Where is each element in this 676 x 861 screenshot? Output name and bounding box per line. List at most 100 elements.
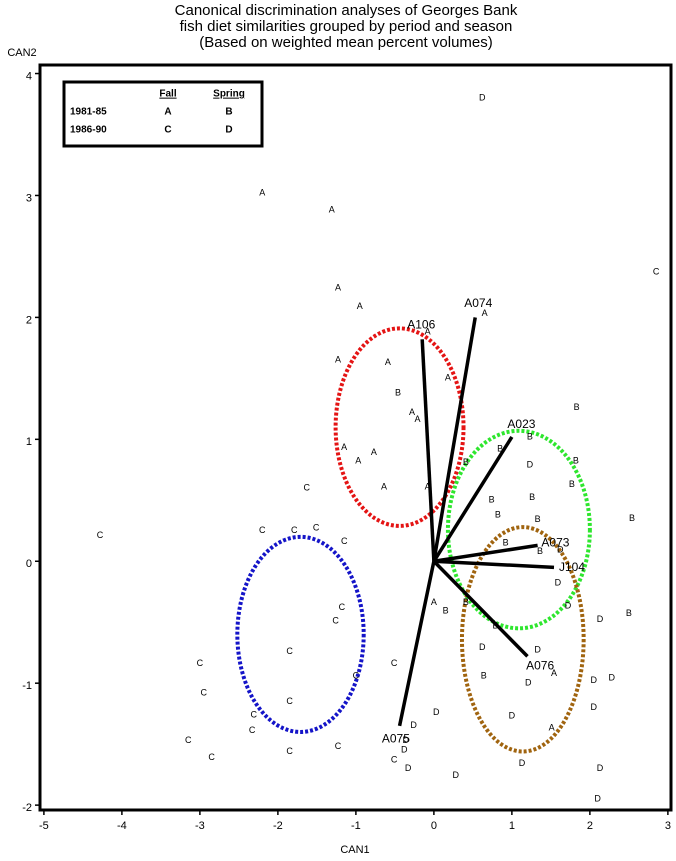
x-tick-label: -5 bbox=[39, 820, 49, 832]
point-marker: C bbox=[208, 752, 215, 762]
point-marker: C bbox=[286, 746, 293, 756]
point-marker: B bbox=[463, 597, 469, 607]
legend-header: Fall bbox=[159, 89, 176, 100]
point-marker: C bbox=[353, 670, 360, 680]
vector-label: A073 bbox=[541, 535, 569, 549]
point-marker: C bbox=[259, 525, 266, 535]
vector-label: J104 bbox=[559, 560, 585, 574]
point-marker: B bbox=[527, 431, 533, 441]
point-marker: A bbox=[335, 354, 341, 364]
point-marker: D bbox=[527, 459, 534, 469]
point-marker: A bbox=[409, 407, 415, 417]
point-marker: C bbox=[286, 646, 293, 656]
point-marker: C bbox=[335, 741, 342, 751]
point-marker: B bbox=[443, 606, 449, 616]
point-marker: C bbox=[391, 658, 398, 668]
y-axis-label: CAN2 bbox=[7, 47, 36, 59]
point-marker: B bbox=[529, 492, 535, 502]
point-marker: A bbox=[445, 373, 451, 383]
y-tick-label: -1 bbox=[22, 680, 32, 692]
point-marker: D bbox=[509, 710, 516, 720]
point-marker: D bbox=[452, 770, 459, 780]
point-marker: A bbox=[381, 481, 387, 491]
point-marker: D bbox=[534, 645, 541, 655]
point-marker: A bbox=[355, 456, 361, 466]
point-marker: D bbox=[557, 545, 564, 555]
point-marker: D bbox=[479, 642, 486, 652]
point-marker: C bbox=[339, 602, 346, 612]
point-marker: D bbox=[608, 673, 615, 683]
x-tick-label: -3 bbox=[195, 820, 205, 832]
point-marker: D bbox=[591, 702, 598, 712]
point-marker: B bbox=[492, 620, 498, 630]
loading-vector bbox=[432, 560, 529, 658]
loading-vector bbox=[433, 559, 555, 570]
group-ellipse bbox=[459, 525, 586, 754]
point-marker: A bbox=[329, 204, 335, 214]
point-marker: D bbox=[519, 758, 526, 768]
y-tick-label: 3 bbox=[26, 192, 32, 204]
group-ellipse bbox=[333, 326, 466, 528]
point-marker: A bbox=[335, 283, 341, 293]
legend-entry: A bbox=[164, 107, 171, 118]
point-marker: C bbox=[391, 754, 398, 764]
legend-entry: C bbox=[164, 125, 171, 136]
chart-title: fish diet similarities grouped by period… bbox=[180, 18, 513, 35]
point-marker: B bbox=[497, 443, 503, 453]
y-tick-label: 1 bbox=[26, 436, 32, 448]
y-tick-label: -2 bbox=[22, 802, 32, 814]
point-marker: D bbox=[410, 720, 417, 730]
legend-entry: D bbox=[225, 125, 232, 136]
point-marker: B bbox=[481, 670, 487, 680]
point-marker: C bbox=[201, 687, 208, 697]
legend-header: Spring bbox=[213, 89, 245, 100]
vector-label: A075 bbox=[382, 732, 410, 746]
point-marker: D bbox=[403, 735, 410, 745]
x-tick-label: 2 bbox=[587, 820, 593, 832]
point-marker: C bbox=[250, 709, 257, 719]
chart-title: (Based on weighted mean percent volumes) bbox=[199, 34, 493, 51]
point-marker: C bbox=[291, 525, 298, 535]
group-ellipse bbox=[235, 534, 366, 734]
point-marker: B bbox=[629, 513, 635, 523]
x-tick-label: -4 bbox=[117, 820, 127, 832]
legend-box bbox=[62, 80, 264, 148]
point-marker: A bbox=[357, 301, 363, 311]
x-tick-label: 0 bbox=[431, 820, 437, 832]
point-marker: C bbox=[313, 523, 320, 533]
point-marker: C bbox=[249, 725, 256, 735]
x-tick-label: -2 bbox=[273, 820, 283, 832]
point-marker: C bbox=[341, 536, 348, 546]
point-marker: B bbox=[495, 509, 501, 519]
point-marker: D bbox=[401, 745, 408, 755]
point-marker: D bbox=[597, 763, 604, 773]
legend-row-label: 1986-90 bbox=[70, 125, 107, 136]
point-marker: A bbox=[482, 308, 488, 318]
plot-frame bbox=[38, 63, 673, 812]
point-marker: D bbox=[597, 614, 604, 624]
loading-vector bbox=[397, 560, 436, 727]
point-marker: A bbox=[431, 597, 437, 607]
loading-vector bbox=[432, 317, 477, 562]
point-marker: D bbox=[405, 763, 412, 773]
vector-label: A076 bbox=[526, 659, 554, 673]
loading-vector bbox=[420, 339, 436, 562]
point-marker: A bbox=[415, 414, 421, 424]
point-marker: C bbox=[304, 482, 311, 492]
point-marker: C bbox=[97, 530, 104, 540]
vector-label: A023 bbox=[507, 417, 535, 431]
point-marker: A bbox=[341, 442, 347, 452]
x-tick-label: 1 bbox=[509, 820, 515, 832]
point-marker: B bbox=[574, 402, 580, 412]
legend-entry: B bbox=[225, 107, 232, 118]
point-marker: A bbox=[425, 326, 431, 336]
point-marker: B bbox=[537, 546, 543, 556]
y-tick-label: 2 bbox=[26, 314, 32, 326]
x-tick-label: 3 bbox=[665, 820, 671, 832]
point-marker: D bbox=[433, 707, 440, 717]
vector-label: A106 bbox=[407, 318, 435, 332]
point-marker: D bbox=[591, 675, 598, 685]
point-marker: A bbox=[549, 723, 555, 733]
point-marker: D bbox=[594, 793, 601, 803]
